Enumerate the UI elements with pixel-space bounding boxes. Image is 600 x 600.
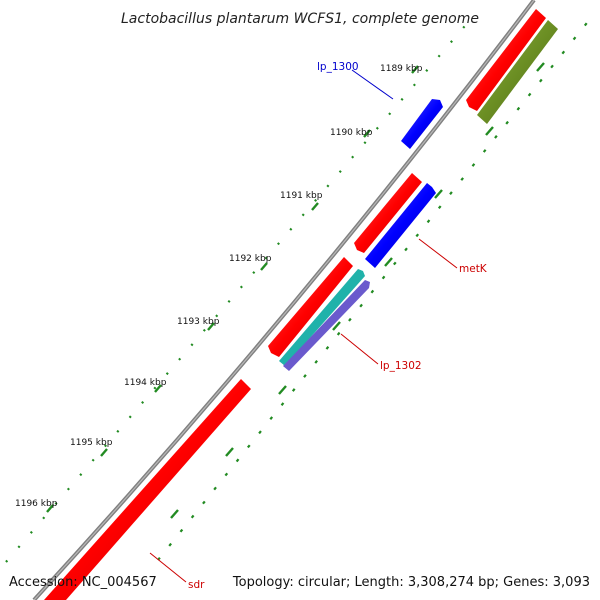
tick-mark-1192: [260, 262, 268, 271]
inner-tick-mark: [434, 189, 443, 199]
cds-red-feature[interactable]: [466, 9, 546, 111]
tick-label-1195: 1195 kbp: [70, 438, 113, 448]
lp1302-leader-line: [340, 333, 379, 365]
cds-purple-feature[interactable]: [283, 280, 370, 371]
tick-label-1189: 1189 kbp: [380, 64, 423, 74]
tick-label-1191: 1191 kbp: [280, 191, 323, 201]
accession-text: Accession: NC_004567: [9, 575, 157, 590]
inner-tick-mark: [170, 509, 179, 519]
tick-label-1193: 1193 kbp: [177, 317, 220, 327]
cds-metK-feature[interactable]: [365, 183, 436, 268]
gene-features: [44, 9, 558, 600]
cds-lp1300-feature[interactable]: [401, 99, 443, 149]
tick-mark-1194: [154, 384, 162, 393]
tick-guide-outer: [5, 19, 471, 563]
tick-label-1196: 1196 kbp: [15, 499, 58, 509]
tick-label-1192: 1192 kbp: [229, 254, 272, 264]
sdr-leader-line: [149, 552, 187, 583]
gene-label-sdr[interactable]: sdr: [188, 579, 205, 591]
inner-tick-mark: [384, 257, 393, 267]
tick-mark-1196: [46, 504, 54, 513]
inner-tick-mark: [278, 385, 287, 395]
tick-label-1190: 1190 kbp: [330, 128, 373, 138]
inner-tick-mark: [536, 62, 545, 72]
cds-sdr-feature[interactable]: [44, 379, 251, 600]
cds-lp1302-feature[interactable]: [279, 269, 365, 366]
gene-label-metK[interactable]: metK: [459, 263, 488, 275]
cds-red-feature[interactable]: [268, 257, 353, 357]
inner-tick-mark: [485, 126, 494, 136]
cds-red-feature[interactable]: [354, 173, 422, 253]
tick-mark-1190: [363, 129, 371, 138]
gene-label-lp1302[interactable]: lp_1302: [380, 360, 422, 372]
topology-text: Topology: circular; Length: 3,308,274 bp…: [232, 575, 590, 590]
metK-leader-line: [418, 238, 458, 269]
tick-mark-1195: [100, 448, 108, 457]
cds-olive-feature[interactable]: [477, 20, 558, 124]
inner-tick-mark: [332, 321, 341, 331]
tick-mark-1191: [311, 202, 319, 211]
map-title: Lactobacillus plantarum WCFS1, complete …: [121, 11, 479, 27]
tick-guide-inner: [157, 13, 595, 561]
tick-mark-1189: [411, 65, 419, 74]
genome-backbone: [32, 0, 536, 600]
gene-label-lp1300[interactable]: lp_1300: [317, 61, 359, 73]
tick-mark-1193: [207, 322, 215, 331]
genome-backbone-highlight: [33, 0, 535, 600]
inner-tick-mark: [225, 447, 234, 457]
kbp-ticks: 1189 kbp 1190 kbp 1191 kbp 1192 kbp 1193…: [15, 62, 545, 519]
lp1300-leader-line: [351, 69, 394, 100]
tick-label-1194: 1194 kbp: [124, 378, 167, 388]
